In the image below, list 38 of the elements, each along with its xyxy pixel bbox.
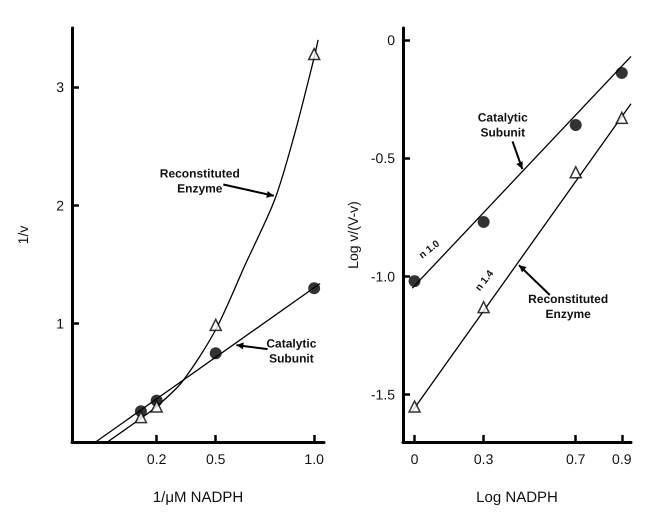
point: [616, 66, 628, 79]
x-tick-label: 0.9: [612, 451, 632, 467]
annotation: Catalytic Subunit: [266, 336, 317, 366]
annotation: n 1.4: [473, 268, 496, 294]
x-tick-label: 1.0: [304, 451, 324, 467]
x-tick-label: 0: [410, 451, 419, 467]
x-tick-label: 0.5: [206, 451, 226, 467]
y-axis-title: Log v/(V-v): [345, 201, 361, 269]
annotation: Reconstituted Enzyme: [160, 166, 240, 196]
x-tick-label: 0.3: [474, 451, 494, 467]
x-tick-label: 0.7: [566, 451, 586, 467]
x-axis-title: 1/μM NADPH: [152, 489, 244, 506]
point: [308, 282, 320, 294]
y-tick-label: -1.5: [370, 386, 396, 403]
y-tick-label: -1.0: [370, 268, 396, 284]
x-axis-title: Log NADPH: [476, 489, 558, 506]
point: [570, 118, 582, 131]
point: [150, 400, 163, 413]
y-tick-label: 3: [56, 79, 64, 96]
point: [478, 216, 490, 228]
y-axis-title: 1/v: [15, 226, 31, 244]
point: [569, 166, 582, 179]
y-tick-label: 1: [56, 316, 64, 332]
point: [308, 48, 320, 60]
annotation: Reconstituted Enzyme: [528, 292, 608, 322]
point: [477, 300, 490, 314]
y-tick-label: -0.5: [370, 150, 396, 166]
y-tick-label: 2: [56, 197, 64, 214]
point: [616, 112, 628, 124]
x-tick-label: 0.2: [146, 451, 167, 467]
annotation: Catalytic Subunit: [478, 110, 528, 140]
point: [408, 400, 421, 413]
point: [408, 275, 421, 288]
point: [209, 318, 222, 332]
y-tick-label: 0: [387, 32, 396, 48]
point: [134, 410, 148, 424]
point: [210, 347, 222, 360]
annotation: n 1.0: [417, 238, 442, 262]
